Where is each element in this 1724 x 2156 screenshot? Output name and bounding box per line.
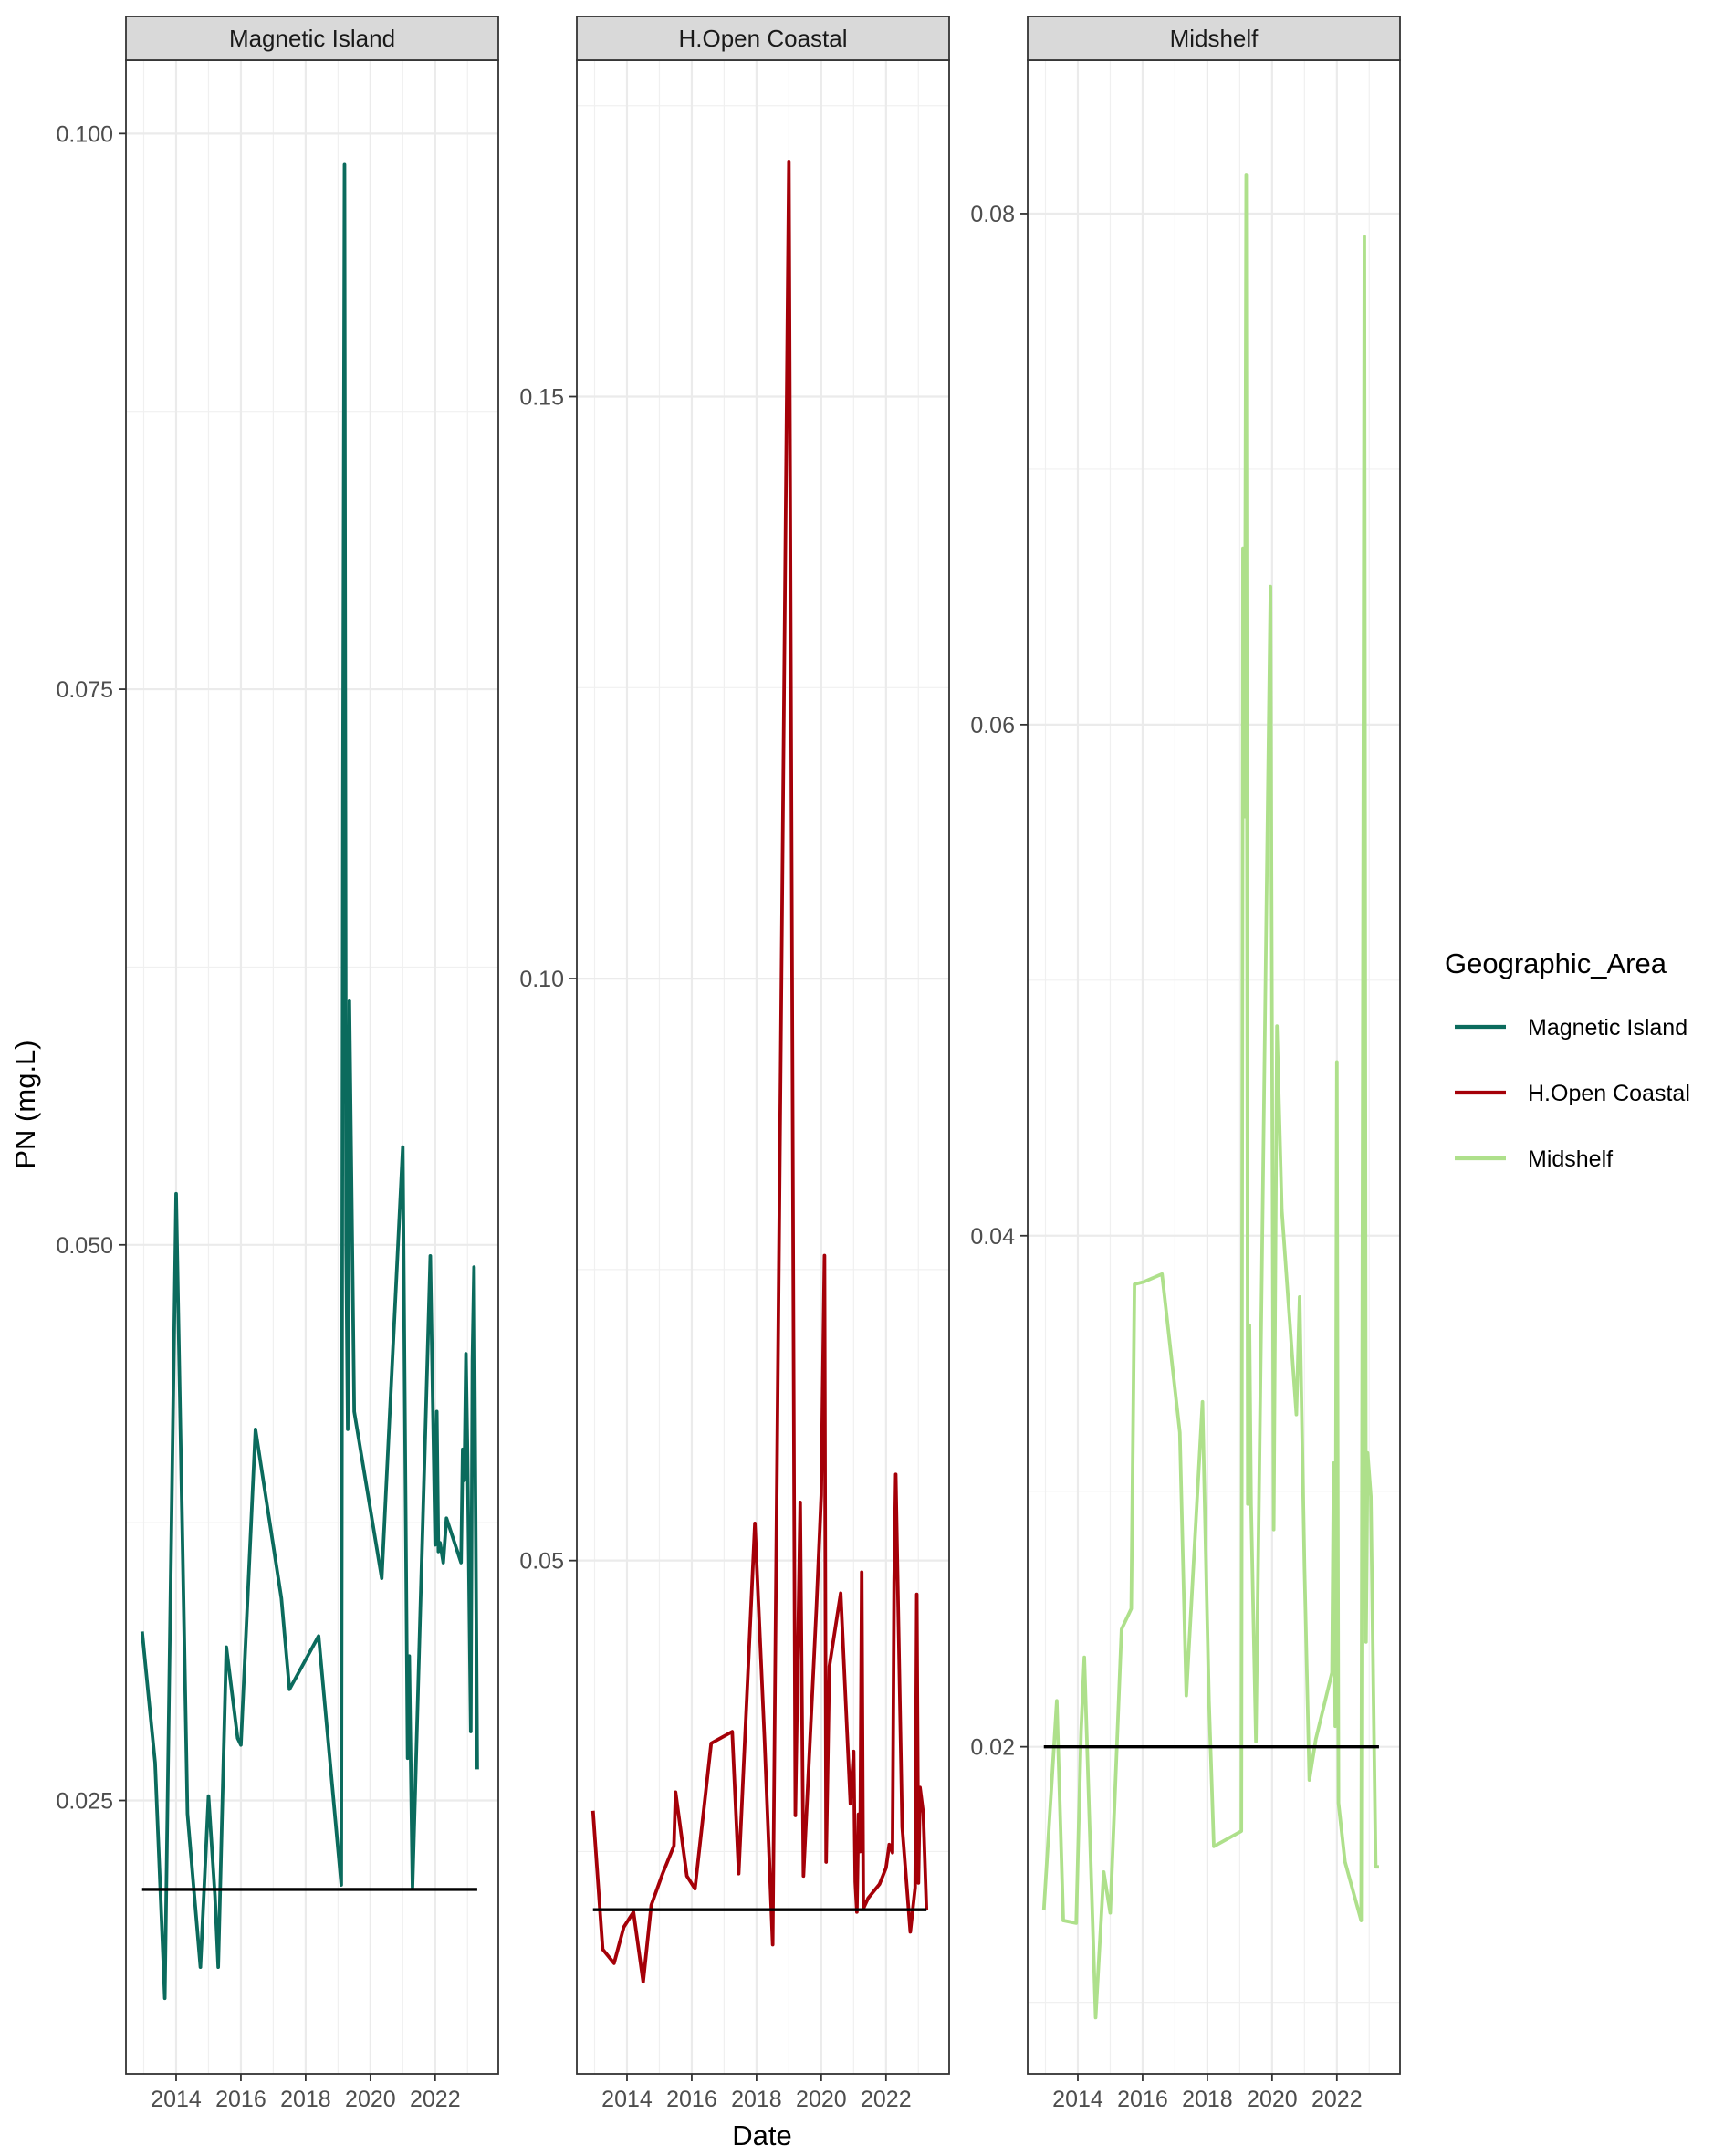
strip-background — [1027, 16, 1401, 61]
x-tick-label: 2016 — [215, 2087, 266, 2112]
x-tick-label: 2022 — [1311, 2087, 1363, 2112]
panel-h-open-coastal: H.Open Coastal 0.05 0.10 0.15 2014 2016 2018 20… — [519, 16, 950, 2112]
legend-title: Geographic_Area — [1445, 947, 1667, 979]
y-tick-label: 0.08 — [970, 202, 1015, 227]
x-tick-label: 2016 — [666, 2087, 717, 2112]
series-line-magnetic-island — [140, 162, 479, 2001]
y-tick-label: 0.025 — [56, 1789, 113, 1815]
x-tick-label: 2020 — [796, 2087, 847, 2112]
x-axis-title: Date — [732, 2119, 791, 2151]
x-tick-label: 2020 — [1247, 2087, 1298, 2112]
panel-background — [1028, 60, 1400, 2074]
strip-label: H.Open Coastal — [679, 25, 848, 52]
x-tick-label: 2014 — [151, 2087, 202, 2112]
legend-label: Magnetic Island — [1528, 1015, 1687, 1041]
x-tick-label: 2016 — [1117, 2087, 1168, 2112]
y-tick-label: 0.050 — [56, 1233, 113, 1259]
x-tick-label: 2014 — [601, 2087, 653, 2112]
panel-background — [126, 60, 498, 2074]
x-tick-label: 2018 — [731, 2087, 782, 2112]
legend-label: Midshelf — [1528, 1146, 1613, 1172]
x-tick-label: 2022 — [861, 2087, 912, 2112]
series-line-midshelf — [1041, 173, 1379, 2020]
legend: Geographic_Area Magnetic Island H.Open Co… — [1445, 947, 1690, 1172]
y-axis-title: PN (mg.L) — [9, 1040, 41, 1168]
strip-label: Midshelf — [1170, 25, 1259, 52]
y-tick-label: 0.06 — [970, 713, 1015, 738]
y-tick-label: 0.10 — [519, 967, 564, 992]
x-tick-label: 2022 — [410, 2087, 461, 2112]
y-tick-label: 0.05 — [519, 1549, 564, 1575]
legend-item-h-open-coastal: H.Open Coastal — [1455, 1081, 1690, 1106]
panels: Magnetic Island 0.025 0.050 0.075 0.100 2014 2… — [56, 16, 1401, 2112]
x-tick-label: 2020 — [345, 2087, 396, 2112]
y-tick-label: 0.075 — [56, 677, 113, 703]
y-tick-label: 0.15 — [519, 385, 564, 411]
y-tick-label: 0.02 — [970, 1735, 1015, 1761]
series-line-h-open-coastal — [590, 160, 929, 1984]
legend-item-magnetic-island: Magnetic Island — [1455, 1015, 1687, 1041]
legend-label: H.Open Coastal — [1528, 1081, 1690, 1106]
strip-background — [576, 16, 950, 61]
x-tick-label: 2018 — [1182, 2087, 1233, 2112]
y-tick-label: 0.100 — [56, 121, 113, 147]
y-tick-label: 0.04 — [970, 1224, 1015, 1250]
x-tick-label: 2018 — [280, 2087, 331, 2112]
x-tick-label: 2014 — [1052, 2087, 1103, 2112]
strip-background — [125, 16, 499, 61]
legend-item-midshelf: Midshelf — [1455, 1146, 1613, 1172]
strip-label: Magnetic Island — [229, 25, 395, 52]
panel-midshelf: Midshelf 0.02 0.04 0.06 0.08 2014 2016 2018 2020… — [970, 16, 1401, 2112]
panel-magnetic-island: Magnetic Island 0.025 0.050 0.075 0.100 2014 2… — [56, 16, 499, 2112]
